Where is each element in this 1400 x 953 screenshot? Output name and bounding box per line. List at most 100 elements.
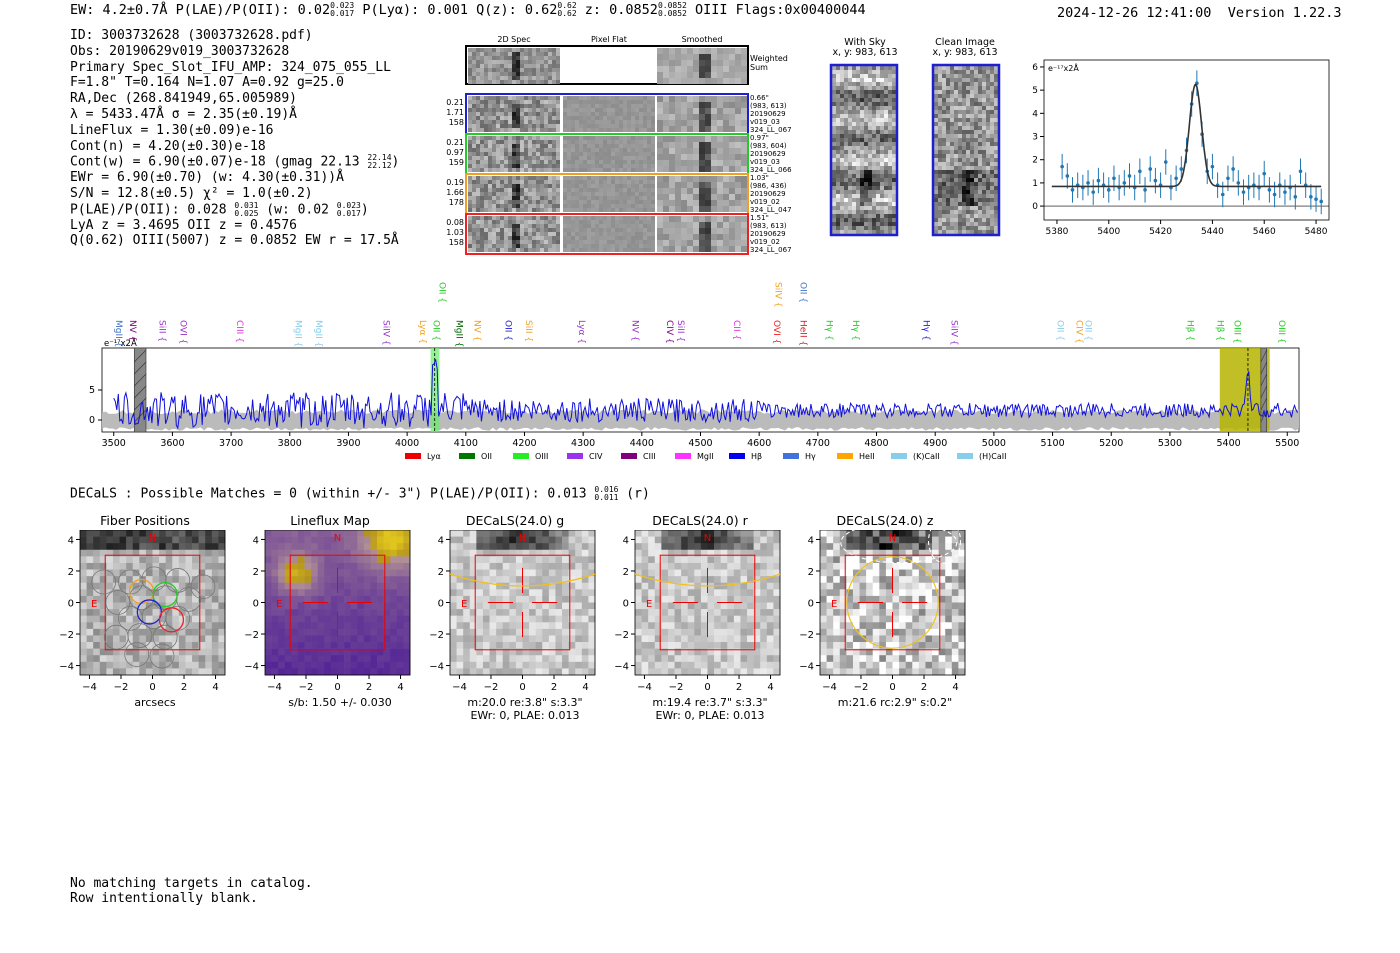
cutout-pixel bbox=[265, 661, 272, 669]
stamp-pixel bbox=[595, 160, 599, 164]
cutout-pixel bbox=[159, 628, 166, 636]
sky-pixel bbox=[978, 86, 982, 90]
cutout-pixel bbox=[172, 615, 180, 623]
cutout-pixel bbox=[297, 635, 305, 643]
stamp-pixel bbox=[631, 148, 635, 152]
stamp-pixel bbox=[540, 48, 544, 52]
sky-pixel bbox=[836, 226, 840, 230]
legend-label: Lyα bbox=[427, 452, 441, 461]
data-point bbox=[1065, 174, 1070, 178]
stamp-pixel bbox=[723, 102, 729, 108]
stamp-pixel bbox=[484, 244, 488, 248]
stamp-pixel bbox=[504, 136, 508, 140]
cutout-pixel bbox=[126, 530, 134, 537]
stamp-pixel bbox=[587, 236, 591, 240]
sky-pixel bbox=[832, 150, 836, 154]
stamp-pixel bbox=[639, 100, 643, 104]
cutout-pixel bbox=[132, 661, 140, 669]
stamp-pixel bbox=[524, 56, 528, 60]
sky-pixel bbox=[832, 190, 836, 194]
emission-line-label: Lyα { bbox=[417, 320, 427, 344]
stamp-pixel bbox=[508, 240, 512, 244]
stamp-pixel bbox=[496, 140, 500, 144]
sky-pixel bbox=[836, 86, 840, 90]
stamp-pixel bbox=[496, 48, 500, 52]
emission-line-label: MgII { bbox=[453, 320, 463, 347]
stamp-pixel bbox=[599, 200, 603, 204]
cutout-pixel bbox=[311, 582, 319, 590]
sky-pixel bbox=[892, 114, 896, 118]
stamp-pixel bbox=[528, 208, 532, 212]
stamp-pixel bbox=[627, 188, 631, 192]
legend-swatch bbox=[891, 453, 907, 459]
cutout-pixel bbox=[350, 595, 358, 603]
stamp-pixel bbox=[512, 160, 516, 164]
stamp-pixel bbox=[472, 236, 476, 240]
sky-pixel bbox=[954, 230, 958, 234]
cutout-pixel bbox=[218, 582, 226, 590]
stamp-pixel bbox=[651, 176, 655, 180]
stamp-pixel bbox=[528, 220, 532, 224]
cutout-pixel bbox=[192, 595, 199, 603]
stamp-pixel bbox=[607, 120, 611, 124]
stamp-pixel bbox=[729, 240, 735, 246]
stamp-pixel bbox=[705, 216, 711, 222]
stamp-pixel bbox=[575, 168, 579, 172]
sky-pixel bbox=[982, 146, 986, 150]
sky-pixel bbox=[938, 170, 942, 174]
sky-pixel bbox=[954, 118, 958, 122]
stamp-pixel bbox=[735, 148, 741, 154]
cutout-pixel bbox=[165, 589, 173, 597]
stamp-pixel bbox=[468, 64, 472, 68]
stamp-pixel bbox=[741, 72, 747, 78]
cutout-pixel bbox=[304, 615, 312, 623]
emission-line-name: MgII { bbox=[453, 320, 463, 347]
cutout-pixel bbox=[86, 543, 94, 551]
sky-pixel bbox=[876, 166, 880, 170]
sky-pixel bbox=[990, 82, 994, 86]
cutout-pixel bbox=[139, 635, 147, 643]
stamp-pixel bbox=[536, 196, 540, 200]
sky-pixel bbox=[950, 170, 954, 174]
stamp-pixel bbox=[741, 148, 747, 154]
stamp-pixel bbox=[472, 128, 476, 132]
sky-pixel bbox=[848, 94, 852, 98]
stamp-pixel bbox=[524, 180, 528, 184]
sky-pixel bbox=[962, 158, 966, 162]
cutout-pixel bbox=[126, 543, 134, 551]
stamp-pixel bbox=[611, 156, 615, 160]
stamp-pixel bbox=[711, 216, 717, 222]
stamp-pixel bbox=[556, 228, 560, 232]
stamp-pixel bbox=[595, 120, 599, 124]
sky-pixel bbox=[986, 146, 990, 150]
sky-pixel bbox=[962, 86, 966, 90]
stamp-pixel bbox=[488, 112, 492, 116]
stamp-pixel bbox=[492, 248, 496, 252]
stamp-pixel bbox=[643, 136, 647, 140]
sky-pixel bbox=[954, 186, 958, 190]
sky-pixel bbox=[864, 218, 868, 222]
sky-pixel bbox=[982, 138, 986, 142]
sky-pixel bbox=[844, 134, 848, 138]
sky-pixel bbox=[832, 130, 836, 134]
sky-pixel bbox=[938, 198, 942, 202]
cutout-pixel bbox=[99, 530, 107, 537]
stamp-pixel bbox=[643, 120, 647, 124]
stamp-pixel bbox=[552, 124, 556, 128]
stamp-pixel bbox=[544, 176, 548, 180]
stamp-pixel bbox=[591, 216, 595, 220]
stamp-pixel bbox=[468, 76, 472, 80]
stamp-pixel bbox=[717, 136, 723, 142]
stamp-pixel bbox=[480, 176, 484, 180]
stamp-pixel bbox=[631, 200, 635, 204]
emission-line-name: OII { bbox=[436, 282, 446, 303]
cutout-pixel bbox=[145, 615, 153, 623]
stamp-pixel bbox=[528, 64, 532, 68]
stamp-pixel bbox=[591, 220, 595, 224]
sky-pixel bbox=[852, 150, 856, 154]
cutout-pixel bbox=[152, 628, 160, 636]
stamp-pixel bbox=[699, 194, 705, 200]
stamp-pixel bbox=[556, 72, 560, 76]
cutout-pixel bbox=[271, 556, 279, 564]
